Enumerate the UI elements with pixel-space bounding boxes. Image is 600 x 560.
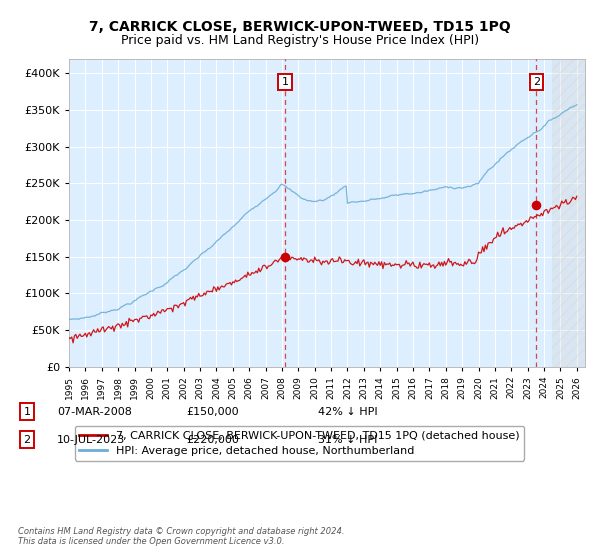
Text: 31% ↓ HPI: 31% ↓ HPI [318, 435, 377, 445]
Bar [552, 59, 585, 367]
Text: £150,000: £150,000 [186, 407, 239, 417]
Text: 42% ↓ HPI: 42% ↓ HPI [318, 407, 377, 417]
Legend: 7, CARRICK CLOSE, BERWICK-UPON-TWEED, TD15 1PQ (detached house), HPI: Average pr: 7, CARRICK CLOSE, BERWICK-UPON-TWEED, TD… [74, 426, 524, 461]
Text: 10-JUL-2023: 10-JUL-2023 [57, 435, 125, 445]
Point [532, 201, 541, 210]
Text: £220,000: £220,000 [186, 435, 239, 445]
Text: Price paid vs. HM Land Registry's House Price Index (HPI): Price paid vs. HM Land Registry's House … [121, 34, 479, 46]
Text: Contains HM Land Registry data © Crown copyright and database right 2024.
This d: Contains HM Land Registry data © Crown c… [18, 526, 344, 546]
Text: 7, CARRICK CLOSE, BERWICK-UPON-TWEED, TD15 1PQ: 7, CARRICK CLOSE, BERWICK-UPON-TWEED, TD… [89, 20, 511, 34]
Text: 2: 2 [23, 435, 31, 445]
Text: 2: 2 [533, 77, 540, 87]
Text: 07-MAR-2008: 07-MAR-2008 [57, 407, 132, 417]
Text: 1: 1 [23, 407, 31, 417]
Point [280, 253, 290, 262]
Text: 1: 1 [281, 77, 289, 87]
